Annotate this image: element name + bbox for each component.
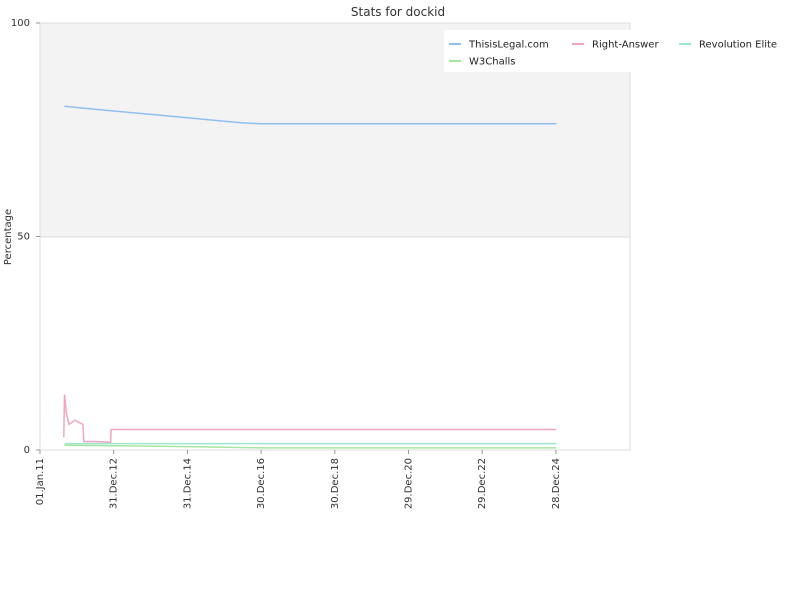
legend-label-revolution-elite: Revolution Elite xyxy=(699,40,777,51)
y-tick-label: 100 xyxy=(11,18,30,29)
x-tick-label: 31.Dec.12 xyxy=(109,458,120,509)
chart-title: Stats for dockid xyxy=(351,5,445,19)
y-axis-label: Percentage xyxy=(3,209,14,265)
series-line-w3challs xyxy=(64,444,557,449)
x-tick-label: 28.Dec.24 xyxy=(551,458,562,509)
y-tick-group: 0 50 100 xyxy=(11,18,40,456)
legend-label-thisislegal-com: ThisisLegal.com xyxy=(468,40,549,51)
legend-background xyxy=(444,30,784,72)
x-tick-label: 29.Dec.22 xyxy=(477,458,488,509)
legend: ThisisLegal.com Right-Answer Revolution El… xyxy=(444,30,784,72)
x-tick-group: 01.Jan.11 31.Dec.12 31.Dec.14 30.Dec.16 30.D… xyxy=(35,450,562,509)
x-tick-label: 30.Dec.16 xyxy=(256,458,267,509)
series-line-thisislegal-com xyxy=(64,105,557,125)
x-tick-label: 01.Jan.11 xyxy=(35,458,46,505)
x-tick-label: 30.Dec.18 xyxy=(330,458,341,509)
legend-label-right-answer: Right-Answer xyxy=(592,40,659,51)
x-tick-label: 29.Dec.20 xyxy=(403,458,414,509)
y-tick-label: 50 xyxy=(17,232,30,243)
legend-label-w3challs: W3Challs xyxy=(469,57,515,68)
y-tick-label: 0 xyxy=(24,445,30,456)
x-tick-label: 31.Dec.14 xyxy=(182,458,193,509)
series-line-right-answer xyxy=(63,394,557,444)
series-layer xyxy=(63,105,557,449)
